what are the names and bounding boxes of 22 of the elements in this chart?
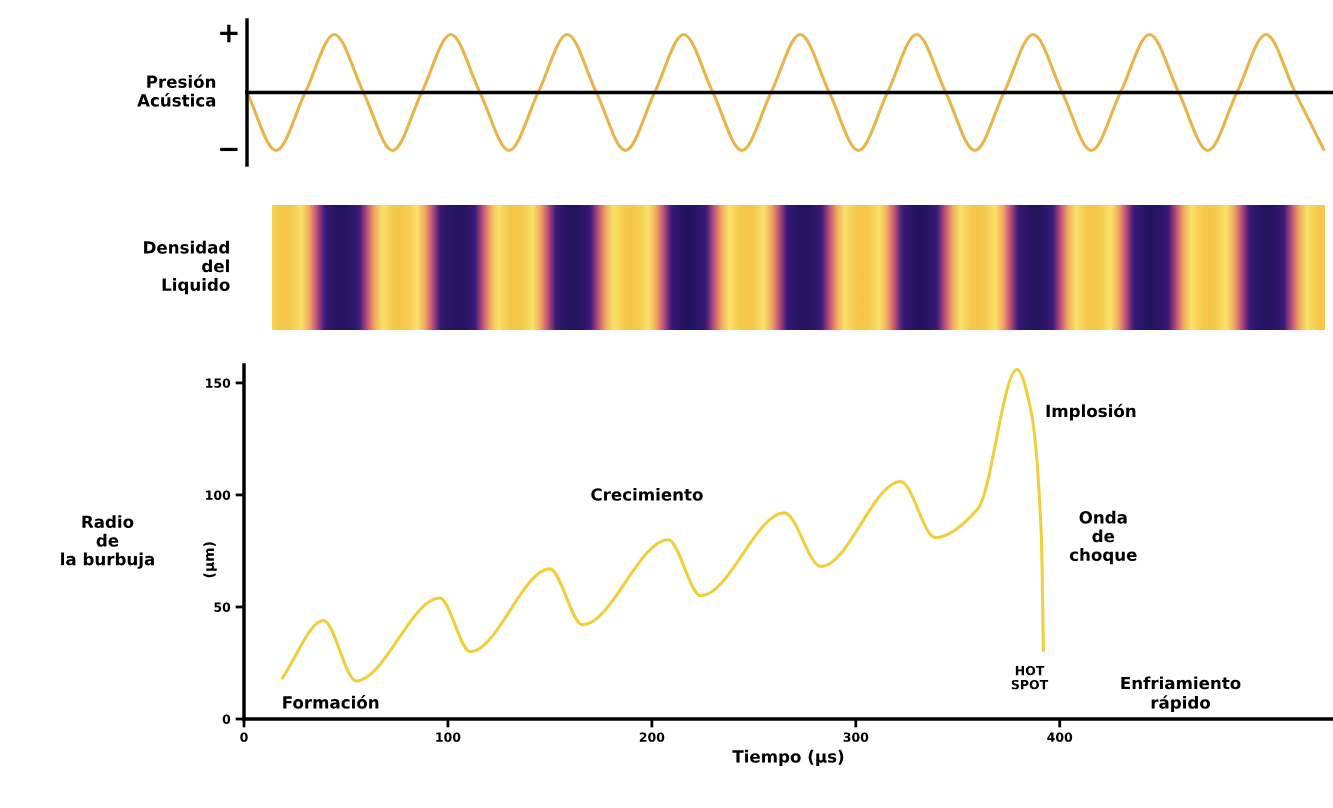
y-axis-title: Radio de la burbuja — [61, 515, 154, 569]
x-tick-label: 0 — [240, 732, 248, 742]
y-tick-label: 50 — [214, 602, 231, 612]
y-tick-label: 100 — [206, 490, 231, 500]
annotation: Crecimiento — [591, 487, 703, 501]
y-tick-label: 150 — [206, 378, 231, 388]
annotation: Implosión — [1046, 403, 1136, 421]
x-axis-title: Tiempo (µs) — [732, 749, 844, 766]
x-tick-label: 300 — [843, 732, 869, 742]
text: (µm) — [203, 542, 217, 578]
annotation: HOT SPOT — [1011, 665, 1049, 690]
annotation: Onda de choque — [1069, 510, 1137, 565]
text: Densidad del Liquido — [144, 240, 230, 295]
text: + — [220, 24, 238, 43]
x-tick-label: 200 — [639, 732, 665, 742]
x-tick-label: 100 — [436, 732, 461, 742]
x-tick-label: 400 — [1047, 732, 1073, 742]
y-tick-label: 0 — [222, 714, 231, 724]
annotation: Formación — [283, 695, 379, 709]
annotation: Enfriamiento rápido — [1121, 676, 1241, 713]
y-axis-title: Presión Acústica — [137, 74, 216, 107]
text: − — [220, 147, 238, 152]
